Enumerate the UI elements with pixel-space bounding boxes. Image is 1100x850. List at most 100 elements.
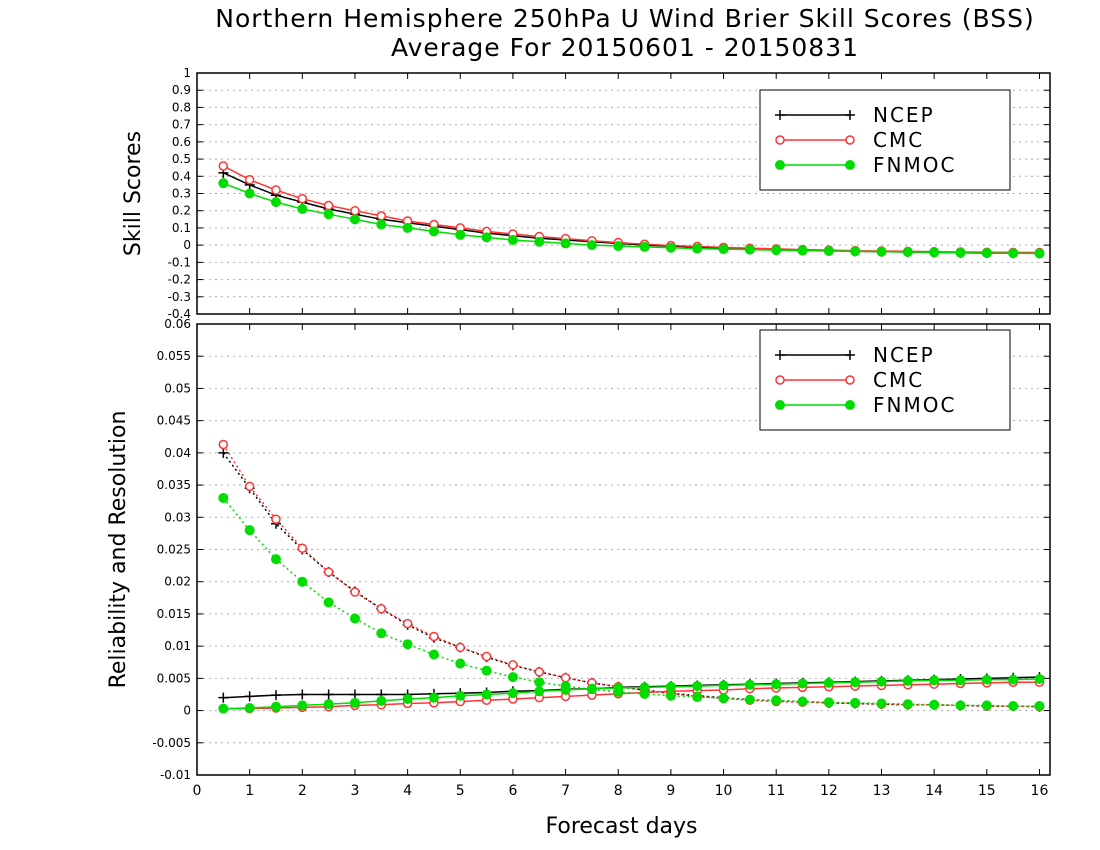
legend-marker: [845, 375, 855, 385]
data-point: [850, 677, 861, 688]
data-point: [297, 543, 308, 553]
plot-frame: [196, 72, 1051, 315]
data-point: [350, 205, 360, 216]
data-point: [270, 197, 281, 208]
data-point: [955, 247, 966, 258]
data-point: [876, 246, 887, 257]
y-tick-label: -0.4: [168, 307, 191, 321]
y-tick-label: 0.025: [157, 543, 191, 557]
data-point: [297, 689, 308, 700]
y-axis-label: Skill Scores: [121, 131, 146, 256]
data-point: [797, 696, 808, 707]
data-point: [534, 667, 545, 677]
data-point: [902, 699, 913, 710]
data-point: [929, 699, 940, 710]
data-point: [402, 639, 413, 650]
y-tick-label: 0.1: [172, 221, 191, 235]
data-point: [297, 576, 308, 587]
legend-marker: [775, 110, 785, 120]
y-tick-label: 0.02: [164, 575, 191, 589]
y-tick-label: 0.6: [172, 135, 191, 149]
x-tick-label: 9: [666, 783, 675, 799]
x-tick-label: 14: [925, 783, 943, 799]
data-point: [349, 689, 360, 700]
data-point: [481, 232, 492, 243]
y-tick-label: -0.1: [168, 255, 191, 269]
data-point: [323, 200, 334, 211]
y-tick-label: 0: [183, 238, 191, 252]
data-point: [270, 690, 281, 701]
data-point: [639, 688, 650, 699]
y-tick-label: 0.7: [172, 118, 191, 132]
data-point: [797, 245, 808, 256]
data-point: [244, 691, 255, 702]
data-point: [560, 238, 571, 249]
data-point: [823, 677, 834, 688]
data-point: [350, 587, 360, 597]
data-point: [323, 209, 334, 220]
data-point: [270, 554, 281, 565]
y-tick-label: -0.3: [168, 290, 191, 304]
data-point: [955, 675, 966, 686]
x-axis-label: Forecast days: [545, 814, 697, 839]
x-tick-label: 1: [245, 783, 254, 799]
data-point: [665, 681, 676, 692]
legend-label: FNMOC: [873, 393, 956, 417]
data-point: [244, 525, 255, 536]
data-point: [692, 692, 703, 703]
data-point: [271, 185, 281, 195]
data-point: [218, 161, 229, 171]
data-point: [376, 604, 387, 614]
y-tick-label: 0.8: [172, 100, 191, 114]
data-point: [376, 211, 387, 221]
data-point: [297, 193, 308, 204]
data-point: [744, 679, 755, 690]
x-tick-label: 0: [193, 783, 202, 799]
legend-marker: [845, 350, 855, 360]
series-line: [222, 444, 1040, 708]
data-point: [981, 674, 992, 685]
data-point: [586, 684, 597, 695]
data-point: [428, 649, 439, 660]
legend-marker: [775, 375, 785, 385]
y-tick-label: 0: [183, 704, 191, 718]
y-tick-label: 0.04: [164, 446, 191, 460]
y-tick-label: 0.01: [164, 639, 191, 653]
legend-marker: [845, 160, 855, 170]
data-point: [218, 492, 229, 503]
data-point: [244, 174, 255, 185]
x-tick-label: 15: [978, 783, 996, 799]
legend-marker: [845, 110, 855, 120]
data-point: [244, 702, 255, 713]
data-point: [850, 246, 861, 257]
data-point: [955, 700, 966, 711]
legend-label: NCEP: [873, 343, 935, 367]
x-tick-label: 6: [508, 783, 517, 799]
data-point: [902, 675, 913, 686]
y-tick-label: -0.2: [168, 273, 191, 287]
data-point: [534, 236, 545, 247]
data-point: [218, 447, 229, 458]
data-point: [481, 651, 492, 662]
data-point: [771, 695, 782, 706]
data-point: [718, 693, 729, 704]
data-point: [507, 688, 518, 699]
data-point: [429, 631, 439, 642]
series-line: [222, 452, 1040, 708]
data-point: [376, 695, 387, 706]
data-point: [428, 692, 439, 703]
data-point: [218, 178, 229, 189]
data-point: [376, 628, 387, 639]
data-point: [744, 694, 755, 705]
plot-frame: [196, 323, 1051, 776]
y-tick-label: 0.055: [157, 349, 191, 363]
chart-subtitle: Average For 20150601 - 20150831: [390, 33, 860, 62]
data-point: [1008, 248, 1019, 259]
data-point: [507, 234, 518, 245]
data-point: [876, 676, 887, 687]
data-point: [929, 247, 940, 258]
data-point: [771, 679, 782, 690]
y-tick-label: 0.4: [172, 169, 191, 183]
chart-title: Northern Hemisphere 250hPa U Wind Brier …: [215, 4, 1035, 33]
legend-label: NCEP: [873, 103, 935, 127]
